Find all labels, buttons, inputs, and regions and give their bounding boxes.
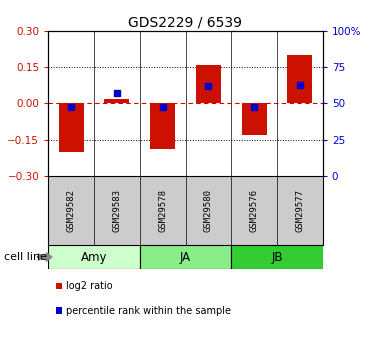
Text: JB: JB: [271, 250, 283, 264]
Text: GSM29578: GSM29578: [158, 189, 167, 232]
Bar: [104, 99, 129, 103]
Text: percentile rank within the sample: percentile rank within the sample: [66, 306, 231, 315]
Text: GSM29582: GSM29582: [67, 189, 76, 232]
Bar: [287, 55, 312, 104]
Text: GSM29583: GSM29583: [112, 189, 121, 232]
Bar: [48, 245, 140, 269]
Bar: [59, 104, 84, 152]
Bar: [150, 104, 175, 149]
Bar: [140, 245, 231, 269]
Text: GSM29576: GSM29576: [250, 189, 259, 232]
Text: GSM29580: GSM29580: [204, 189, 213, 232]
Text: log2 ratio: log2 ratio: [66, 282, 113, 291]
Bar: [231, 245, 323, 269]
Text: JA: JA: [180, 250, 191, 264]
Text: GSM29577: GSM29577: [295, 189, 304, 232]
Title: GDS2229 / 6539: GDS2229 / 6539: [128, 16, 243, 30]
Text: Amy: Amy: [81, 250, 107, 264]
Bar: [196, 65, 221, 104]
Text: cell line: cell line: [4, 252, 47, 262]
Bar: [242, 104, 267, 135]
